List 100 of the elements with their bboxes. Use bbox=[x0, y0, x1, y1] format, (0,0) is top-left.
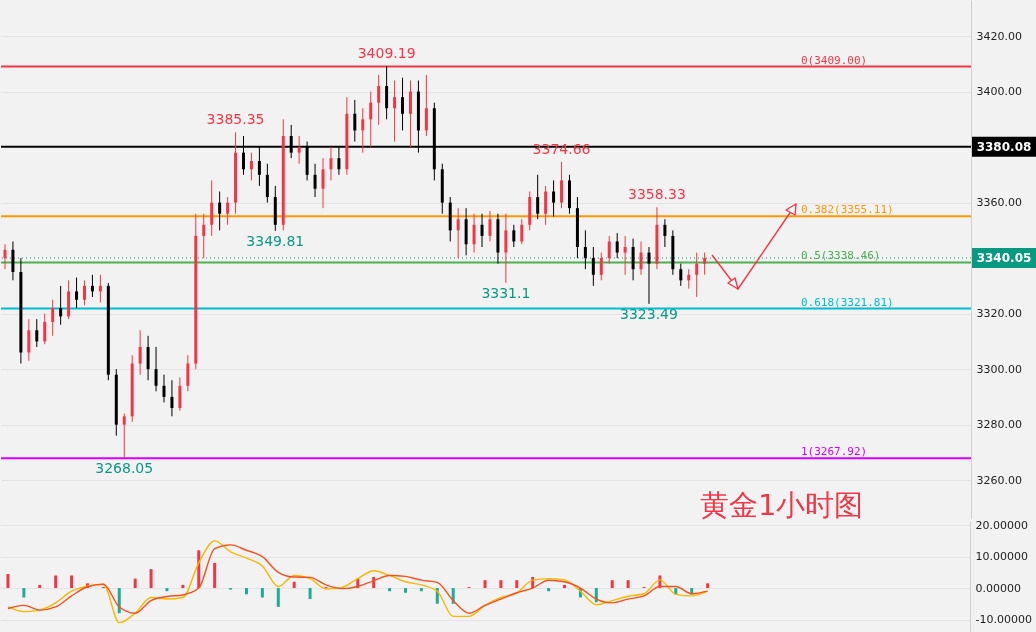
bar bbox=[547, 588, 551, 592]
annotation: 3323.49 bbox=[620, 305, 678, 322]
bar bbox=[117, 588, 121, 614]
bar bbox=[54, 575, 58, 589]
line-series bbox=[7, 540, 709, 624]
bar bbox=[706, 583, 710, 589]
candlestick bbox=[313, 163, 317, 198]
y-tick-label: 3280.00 bbox=[976, 418, 1022, 432]
bar bbox=[308, 588, 312, 600]
bar bbox=[483, 580, 487, 589]
candlestick bbox=[520, 218, 524, 245]
candlestick bbox=[202, 213, 206, 259]
bar bbox=[244, 588, 248, 595]
candlestick bbox=[265, 163, 269, 204]
bar bbox=[276, 588, 280, 607]
candlestick bbox=[226, 196, 230, 226]
candlestick bbox=[186, 354, 190, 392]
bar bbox=[260, 588, 264, 598]
candlestick bbox=[663, 218, 667, 248]
y-tick-label: 3420.00 bbox=[976, 29, 1022, 43]
candlestick bbox=[218, 191, 222, 231]
candlestick bbox=[408, 79, 412, 148]
bar bbox=[38, 584, 42, 589]
candlestick bbox=[3, 243, 7, 270]
candlestick bbox=[377, 74, 381, 126]
y-tick-label: 0.00000 bbox=[975, 581, 1021, 595]
candlestick bbox=[504, 213, 508, 284]
candlestick bbox=[321, 157, 325, 209]
candlestick bbox=[536, 174, 540, 220]
candlestick bbox=[512, 224, 516, 248]
candlestick bbox=[369, 91, 373, 148]
candlestick bbox=[385, 65, 389, 120]
bar bbox=[626, 580, 630, 589]
candlestick bbox=[249, 152, 253, 181]
candlestick bbox=[178, 376, 182, 412]
candlestick bbox=[51, 299, 55, 337]
candlestick bbox=[560, 161, 564, 209]
bar bbox=[419, 588, 423, 592]
annotation: 3358.33 bbox=[627, 186, 686, 203]
ref-line-label: 0(3409.00) bbox=[801, 53, 868, 67]
candlestick bbox=[472, 213, 476, 254]
bar bbox=[403, 588, 407, 593]
candlestick bbox=[647, 246, 651, 305]
candlestick bbox=[146, 335, 150, 381]
candlestick bbox=[170, 379, 174, 417]
bar bbox=[213, 562, 217, 589]
annotation: 3385.35 bbox=[206, 111, 265, 128]
candlestick bbox=[695, 252, 699, 298]
candlestick bbox=[11, 240, 15, 281]
bar bbox=[70, 575, 74, 589]
ref-line-label: 0.382(3355.11) bbox=[801, 203, 894, 217]
candlestick bbox=[59, 285, 63, 326]
bar bbox=[594, 588, 598, 603]
bar bbox=[149, 569, 153, 589]
ref-line-label: 3340.05 bbox=[976, 250, 1032, 265]
candlestick bbox=[552, 179, 556, 217]
y-tick-label: 3260.00 bbox=[976, 473, 1022, 487]
ref-line-label: 0.618(3321.81) bbox=[801, 295, 894, 309]
candlestick bbox=[679, 263, 683, 287]
candlestick bbox=[138, 329, 142, 376]
annotation: 3349.81 bbox=[246, 232, 305, 249]
bar bbox=[6, 573, 10, 589]
candlestick bbox=[607, 235, 611, 265]
bar bbox=[292, 581, 296, 589]
candlestick bbox=[480, 213, 484, 248]
candlestick bbox=[210, 179, 214, 237]
bar bbox=[133, 578, 137, 589]
candlestick bbox=[353, 99, 357, 143]
y-tick-label: 3320.00 bbox=[976, 307, 1022, 321]
candlestick bbox=[544, 185, 548, 226]
annotation: 3409.19 bbox=[357, 45, 416, 62]
y-tick-label: -10.00000 bbox=[975, 613, 1032, 627]
text: 黄金1小时图 bbox=[700, 487, 864, 524]
bar bbox=[610, 580, 614, 589]
candlestick bbox=[154, 346, 158, 392]
candlestick bbox=[82, 279, 86, 306]
candlestick bbox=[599, 252, 603, 281]
candlestick bbox=[631, 238, 635, 281]
candlestick bbox=[456, 207, 460, 259]
annotation: 3268.05 bbox=[95, 459, 154, 476]
candlestick bbox=[639, 240, 643, 276]
bar bbox=[499, 580, 503, 589]
y-tick-label: 3400.00 bbox=[976, 85, 1022, 99]
y-tick-label: 3360.00 bbox=[976, 196, 1022, 210]
candlestick bbox=[424, 74, 428, 137]
candlestick bbox=[329, 146, 333, 181]
y-tick-label: 10.00000 bbox=[975, 550, 1028, 564]
candlestick bbox=[27, 318, 31, 362]
candlestick bbox=[615, 232, 619, 259]
bar bbox=[515, 580, 519, 589]
line-series bbox=[7, 544, 709, 614]
bar bbox=[165, 588, 169, 592]
bar bbox=[22, 588, 26, 598]
candlestick bbox=[703, 252, 707, 276]
candlestick bbox=[623, 235, 627, 276]
ref-line-label: 0.5(3338.46) bbox=[801, 249, 881, 263]
y-tick-label: 20.00000 bbox=[975, 518, 1028, 532]
ref-line-label: 3380.08 bbox=[976, 139, 1032, 154]
annotation: 3331.1 bbox=[481, 284, 531, 301]
candlestick bbox=[75, 277, 79, 309]
